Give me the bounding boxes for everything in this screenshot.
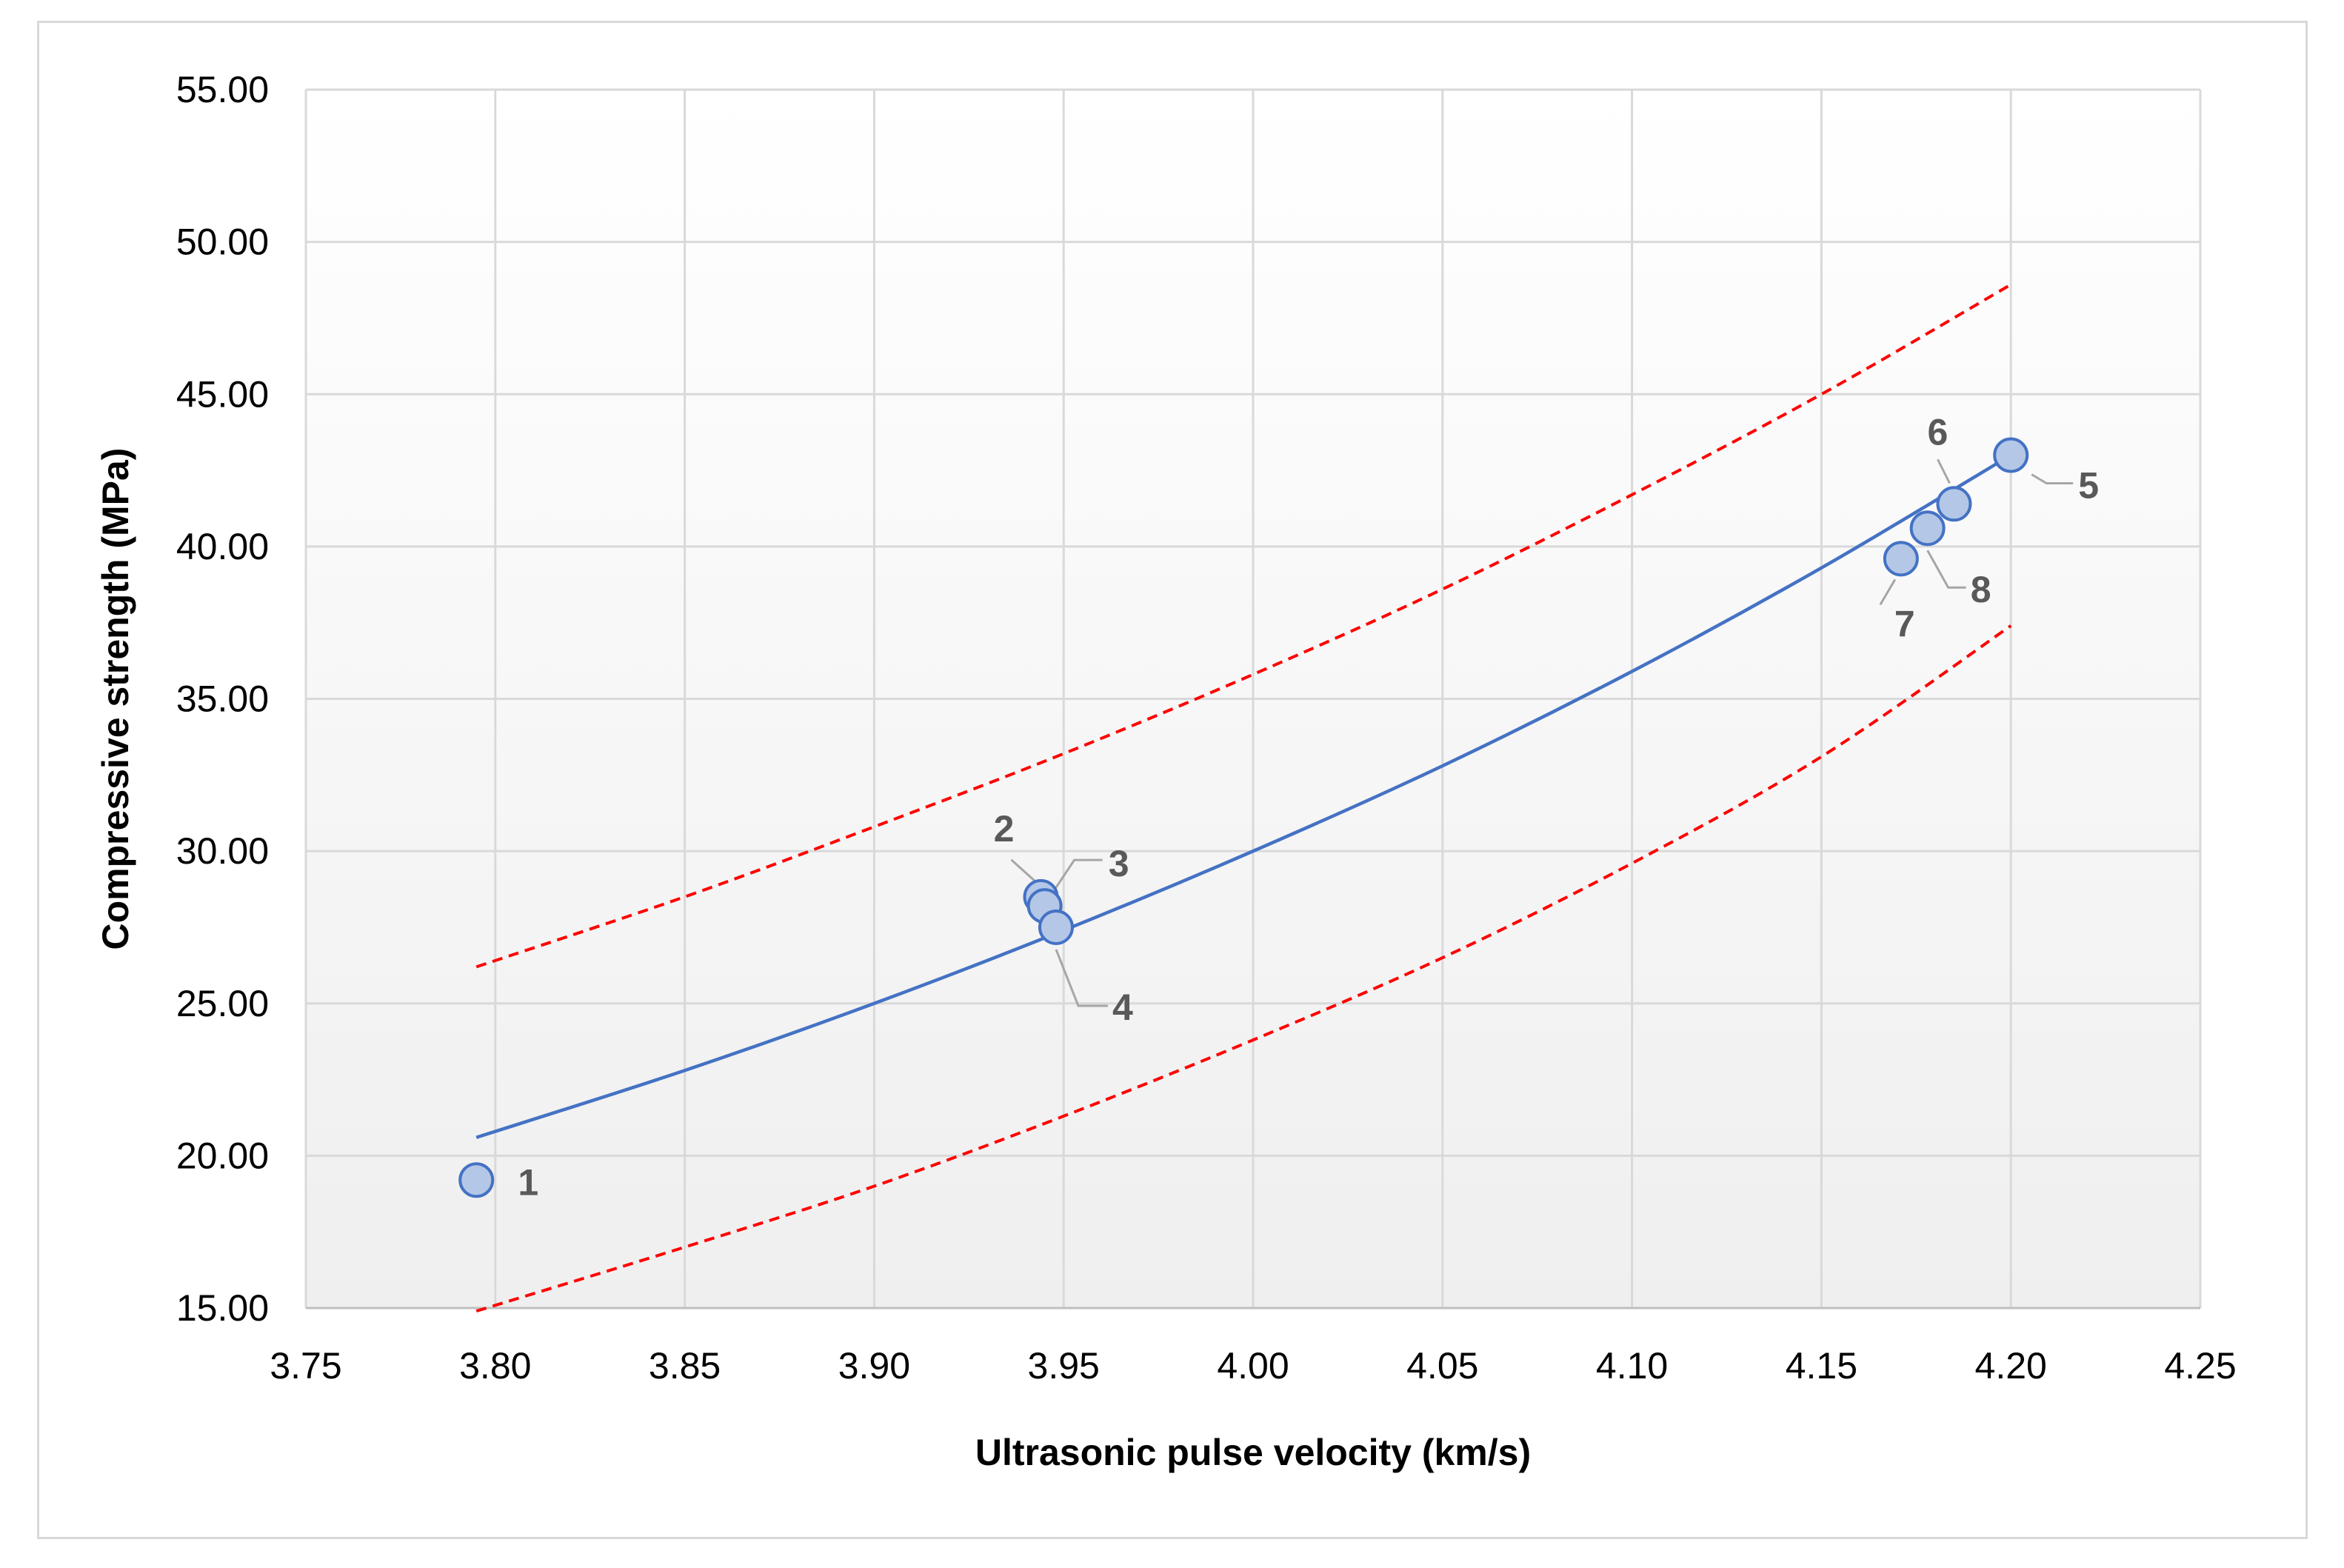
data-point [1909,510,1946,547]
leader-line [1049,858,1103,896]
x-tick-label: 3.90 [838,1345,910,1387]
leader-line [1879,578,1897,606]
y-tick-label: 30.00 [176,830,269,872]
data-label: 3 [1109,843,1129,884]
data-label: 7 [1894,603,1915,644]
x-tick-label: 4.05 [1406,1345,1478,1387]
data-point [1038,909,1074,945]
leader-line [2031,473,2074,484]
x-tick-label: 4.00 [1217,1345,1289,1387]
data-point [458,1162,495,1198]
x-tick-label: 3.75 [270,1345,341,1387]
data-points [458,437,2029,1198]
y-axis-title: Compressive strength (MPa) [95,448,136,950]
x-axis-title: Ultrasonic pulse velocity (km/s) [975,1432,1531,1473]
data-label: 8 [1971,569,1991,610]
data-label: 5 [2078,465,2099,507]
data-point [1883,541,1919,577]
data-label: 6 [1928,411,1949,453]
chart-frame: 3.75 3.80 3.85 3.90 3.95 4.00 4.05 4.10 4.15 4.20… [37,21,2308,1539]
regression-curve-line [475,453,2012,1139]
upper-bound-line [475,283,2012,969]
x-tick-label: 3.95 [1028,1345,1100,1387]
data-label: 1 [518,1161,538,1203]
y-tick-label: 35.00 [176,678,269,720]
x-tick-label: 3.80 [459,1345,531,1387]
y-tick-label: 25.00 [176,983,269,1024]
y-tick-label: 15.00 [176,1287,269,1329]
data-point [1936,486,1972,522]
x-tick-label: 4.25 [2164,1345,2236,1387]
lower-bound-line [475,624,2012,1313]
data-labels: 1 2 3 4 5 6 7 8 [518,411,2099,1203]
y-tick-label: 55.00 [176,69,269,110]
y-tick-label: 20.00 [176,1135,269,1176]
y-tick-label: 50.00 [176,221,269,263]
data-label: 2 [994,808,1015,850]
data-label: 4 [1112,987,1133,1028]
data-point [1993,437,2029,473]
leader-line [1055,949,1108,1007]
y-tick-label: 40.00 [176,526,269,567]
x-tick-label: 4.10 [1596,1345,1668,1387]
x-tick-label: 4.20 [1975,1345,2047,1387]
y-tick-label: 45.00 [176,373,269,415]
axes: 3.75 3.80 3.85 3.90 3.95 4.00 4.05 4.10 4.15 4.20… [176,69,2237,1387]
chart-canvas: 3.75 3.80 3.85 3.90 3.95 4.00 4.05 4.10 4.15 4.20… [95,69,2237,1473]
leader-line [1937,458,1951,484]
x-tick-label: 3.85 [649,1345,721,1387]
x-tick-label: 4.15 [1786,1345,1857,1387]
leader-line [1926,550,1966,589]
series [475,283,2012,1313]
